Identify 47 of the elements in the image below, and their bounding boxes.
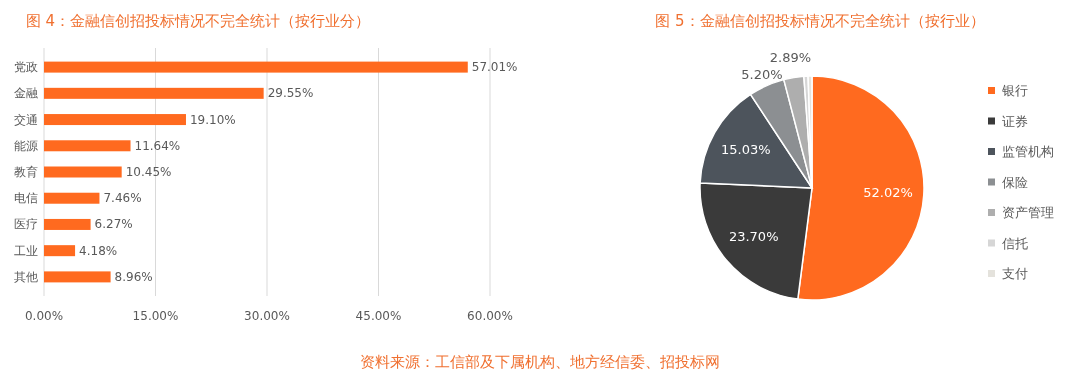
legend-label: 信托 bbox=[1002, 235, 1028, 251]
y-tick-label: 交通 bbox=[14, 112, 38, 127]
x-tick-label: 15.00% bbox=[132, 309, 179, 323]
y-tick-label: 金融 bbox=[14, 86, 38, 101]
x-tick-label: 45.00% bbox=[355, 309, 402, 323]
legend-label: 保险 bbox=[1002, 174, 1028, 190]
data-label: 8.96% bbox=[114, 269, 153, 284]
legend-label: 银行 bbox=[1001, 83, 1028, 98]
legend-label: 资产管理 bbox=[1002, 205, 1054, 220]
y-tick-label: 党政 bbox=[14, 60, 38, 75]
data-label: 15.03% bbox=[721, 142, 771, 158]
x-tick-label: 60.00% bbox=[467, 309, 513, 323]
bar bbox=[44, 114, 186, 126]
bar bbox=[44, 245, 76, 257]
bar bbox=[44, 192, 100, 204]
bar bbox=[44, 87, 264, 99]
data-label: 2.89% bbox=[769, 49, 812, 65]
y-tick-label: 教育 bbox=[14, 165, 38, 179]
data-label: 4.18% bbox=[79, 243, 118, 258]
data-label: 29.55% bbox=[267, 86, 314, 101]
data-label: 52.02% bbox=[863, 184, 913, 200]
chart-title: 图 4：金融信创招投标情况不完全统计（按行业分） bbox=[25, 12, 371, 30]
data-label: 23.70% bbox=[728, 229, 779, 245]
legend-label: 监管机构 bbox=[1002, 144, 1054, 159]
y-tick-label: 其他 bbox=[14, 269, 38, 284]
y-tick-label: 能源 bbox=[14, 138, 38, 153]
data-label: 7.46% bbox=[103, 191, 142, 206]
data-label: 5.20% bbox=[741, 67, 783, 83]
y-tick-label: 工业 bbox=[14, 243, 38, 258]
data-label: 10.45% bbox=[125, 165, 172, 179]
legend-label: 证券 bbox=[1002, 113, 1028, 129]
data-label: 6.27% bbox=[94, 217, 133, 232]
bar bbox=[44, 271, 111, 283]
text: 资料来源：工信部及下属机构、地方经信委、招投标网 bbox=[360, 353, 720, 371]
bar bbox=[44, 140, 131, 152]
data-label: 19.10% bbox=[189, 112, 236, 127]
data-label: 11.64% bbox=[134, 138, 181, 153]
data-label: 57.01% bbox=[471, 60, 518, 75]
legend-label: 支付 bbox=[1002, 266, 1028, 281]
bar bbox=[44, 61, 468, 73]
bar bbox=[44, 166, 122, 178]
x-tick-label: 0.00% bbox=[24, 309, 64, 323]
y-tick-label: 电信 bbox=[14, 191, 38, 206]
bar bbox=[44, 218, 91, 230]
x-tick-label: 30.00% bbox=[244, 309, 290, 323]
y-tick-label: 医疗 bbox=[14, 217, 38, 232]
chart-title: 图 5：金融信创招投标情况不完全统计（按行业） bbox=[655, 12, 985, 30]
